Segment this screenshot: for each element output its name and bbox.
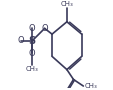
Text: O: O [41, 24, 48, 33]
Text: CH₃: CH₃ [26, 66, 38, 72]
Text: O: O [29, 49, 35, 58]
Text: CH₃: CH₃ [83, 83, 96, 89]
Text: S: S [28, 36, 35, 46]
Text: O: O [29, 24, 35, 33]
Text: CH₃: CH₃ [60, 1, 73, 7]
Text: O: O [17, 36, 24, 45]
